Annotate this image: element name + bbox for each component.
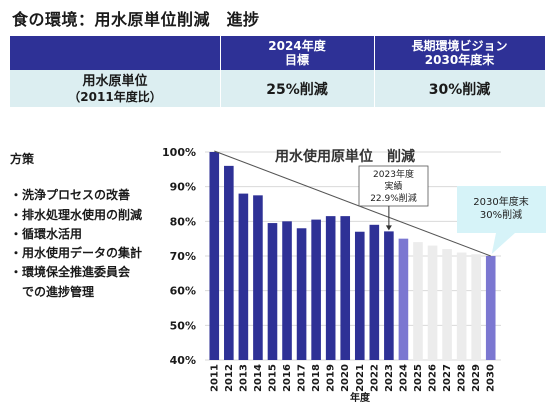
page-title: 食の環境：用水原単位削減 進捗 (12, 10, 260, 29)
measures-panel: 方策 ・洗浄プロセスの改善 ・排水処理水使用の削減 ・循環水活用 ・用水使用デー… (10, 150, 142, 302)
callout-2023-text: 実績 (384, 180, 402, 192)
measure-item: での進捗管理 (10, 284, 95, 299)
callout-2023-text: 22.9%削減 (370, 192, 417, 204)
bar-2023 (384, 231, 394, 360)
y-tick-label: 90% (170, 181, 196, 194)
row-value-2024: 25%削減 (220, 70, 374, 107)
value-2024: 25%削減 (266, 81, 328, 98)
x-tick-label: 2026 (428, 364, 439, 392)
y-tick-label: 60% (170, 285, 196, 298)
x-tick-label: 2030 (486, 364, 497, 392)
bar-2017 (296, 228, 307, 360)
bar-2024 (398, 238, 409, 360)
chart-gridlines (205, 151, 501, 361)
header-line: 2030年度末 (424, 53, 495, 67)
measure-item: ・洗浄プロセスの改善 (10, 188, 131, 203)
bar-2030 (485, 256, 496, 360)
x-axis-ticks: 2011 2012 2013 2014 2015 2016 2017 2018 2019 2020… (209, 364, 496, 392)
bar-2020 (340, 216, 351, 360)
callout-2030-text: 30%削減 (480, 208, 522, 221)
callout-2023-box (358, 165, 429, 207)
bar-2011 (209, 152, 220, 360)
x-tick-label: 2020 (340, 364, 351, 392)
y-axis-ticks: 40% 50% 60% 70% 80% 90% 100% (162, 146, 196, 367)
bar-2019 (325, 216, 336, 360)
row-label: 用水原単位 (82, 73, 148, 89)
chart-bars (209, 152, 496, 360)
header-cell-empty (10, 36, 220, 70)
y-tick-label: 50% (170, 319, 196, 332)
x-tick-label: 2018 (311, 364, 322, 392)
bar-2029 (471, 254, 481, 360)
x-tick-label: 2019 (326, 364, 337, 392)
bar-2012 (224, 165, 234, 360)
bar-2026 (427, 245, 438, 360)
x-tick-label: 2024 (398, 364, 409, 392)
table-divider (374, 36, 375, 107)
x-axis-label: 年度 (350, 391, 371, 404)
y-tick-label: 100% (162, 146, 196, 159)
header-line: 2024年度 (268, 39, 326, 53)
table-divider (220, 36, 221, 107)
y-tick-label: 40% (170, 354, 196, 367)
callout-2030-text: 2030年度末 (473, 195, 528, 208)
bar-2022 (369, 224, 380, 360)
x-tick-label: 2029 (471, 364, 482, 392)
measure-item: ・排水処理水使用の削減 (10, 207, 143, 222)
y-tick-label: 70% (170, 250, 196, 263)
x-tick-label: 2011 (209, 364, 220, 392)
x-tick-label: 2012 (224, 364, 235, 392)
bar-2016 (282, 221, 292, 360)
measures-list: ・洗浄プロセスの改善 ・排水処理水使用の削減 ・循環水活用 ・用水使用データの集… (10, 186, 142, 302)
x-tick-label: 2027 (442, 364, 453, 392)
value-2030: 30%削減 (428, 81, 491, 98)
header-line: 長期環境ビジョン (411, 39, 508, 53)
bar-2021 (354, 231, 365, 360)
x-tick-label: 2015 (267, 364, 278, 392)
x-tick-label: 2022 (369, 364, 380, 392)
x-tick-label: 2013 (238, 364, 249, 392)
row-label-cell: 用水原単位 （2011年度比） (10, 70, 220, 107)
measure-item: ・環境保全推進委員会 (10, 265, 131, 280)
bar-2015 (267, 223, 278, 360)
x-tick-label: 2017 (297, 364, 308, 392)
y-tick-label: 80% (170, 215, 196, 228)
measure-item: ・用水使用データの集計 (10, 246, 143, 261)
x-tick-label: 2021 (355, 364, 366, 392)
row-sublabel: （2011年度比） (68, 89, 162, 104)
x-tick-label: 2016 (282, 364, 293, 392)
bar-2028 (456, 252, 467, 360)
bar-2018 (311, 219, 321, 360)
bar-2027 (442, 249, 452, 360)
header-cell-2030-vision: 長期環境ビジョン 2030年度末 (374, 36, 545, 70)
x-tick-label: 2023 (384, 364, 395, 392)
bar-2013 (238, 193, 249, 360)
header-cell-2024-target: 2024年度 目標 (220, 36, 374, 70)
chart-title: 用水使用原単位 削減 (275, 148, 415, 165)
callout-2023-arrowhead (385, 225, 392, 231)
header-line: 目標 (284, 53, 309, 67)
x-tick-label: 2014 (253, 364, 264, 392)
callout-2023-text: 2023年度 (373, 168, 414, 180)
trend-line (214, 150, 491, 257)
goal-table: 2024年度 目標 長期環境ビジョン 2030年度末 用水原単位 （2011年度… (10, 36, 545, 107)
measures-title: 方策 (10, 152, 35, 166)
x-tick-label: 2025 (413, 364, 424, 392)
measure-item: ・循環水活用 (10, 226, 83, 241)
bar-2014 (253, 195, 263, 360)
x-tick-label: 2028 (457, 364, 468, 392)
row-value-2030: 30%削減 (374, 70, 545, 107)
bar-2025 (413, 242, 423, 360)
callout-2030-bubble (457, 186, 546, 254)
